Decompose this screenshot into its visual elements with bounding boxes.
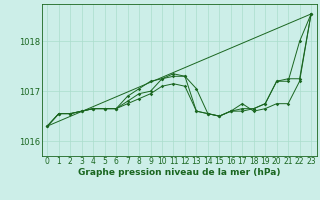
X-axis label: Graphe pression niveau de la mer (hPa): Graphe pression niveau de la mer (hPa) xyxy=(78,168,280,177)
